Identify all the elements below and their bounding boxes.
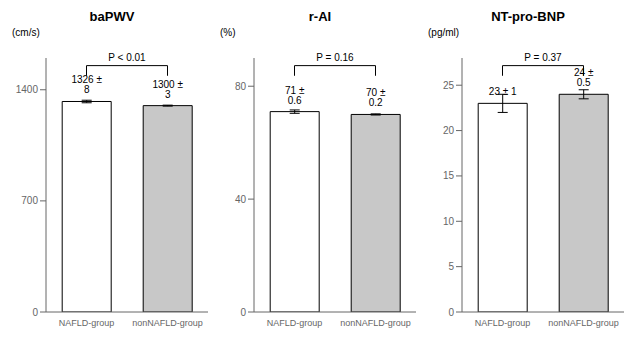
svg-text:5: 5 [448,261,454,272]
svg-text:15: 15 [443,170,455,181]
svg-text:0: 0 [32,307,38,318]
svg-text:1326 ±8: 1326 ±8 [71,74,102,95]
svg-text:23 ± 1: 23 ± 1 [489,86,517,97]
svg-text:1400: 1400 [16,84,39,95]
html-text:(pg/ml): (pg/ml) [428,27,460,38]
svg-text:700: 700 [21,195,38,206]
svg-text:24 ±0.5: 24 ±0.5 [574,67,594,88]
svg-text:40: 40 [235,194,247,205]
svg-text:10: 10 [443,216,455,227]
svg-text:0: 0 [448,307,454,318]
svg-text:70 ±0.2: 70 ±0.2 [366,87,386,108]
svg-text:nonNAFLD-group: nonNAFLD-group [340,318,411,328]
svg-text:P = 0.16: P = 0.16 [316,52,354,63]
svg-text:P = 0.37: P = 0.37 [524,52,562,63]
svg-text:80: 80 [235,81,247,92]
svg-text:NAFLD-group: NAFLD-group [475,318,531,328]
svg-text:P < 0.01: P < 0.01 [108,52,146,63]
svg-text:nonNAFLD-group: nonNAFLD-group [548,318,619,328]
html-text:baPWV: baPWV [89,9,135,24]
svg-text:0: 0 [240,307,246,318]
svg-text:1300 ±3: 1300 ±3 [152,79,183,100]
html-text:NT-pro-BNP: NT-pro-BNP [491,9,565,24]
svg-text:20: 20 [443,125,455,136]
html-text:(cm/s): (cm/s) [12,27,40,38]
svg-text:71 ±0.6: 71 ±0.6 [285,85,305,106]
svg-text:NAFLD-group: NAFLD-group [59,318,115,328]
svg-text:NAFLD-group: NAFLD-group [267,318,323,328]
html-text:r-AI: r-AI [308,9,332,24]
svg-text:nonNAFLD-group: nonNAFLD-group [132,318,203,328]
svg-text:25: 25 [443,80,455,91]
